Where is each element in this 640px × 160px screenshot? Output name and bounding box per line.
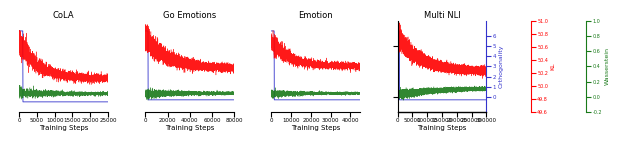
- Title: Multi NLI: Multi NLI: [424, 11, 460, 20]
- X-axis label: Training Steps: Training Steps: [165, 125, 214, 131]
- Y-axis label: Wasserstein: Wasserstein: [605, 47, 610, 85]
- Title: CoLA: CoLA: [52, 11, 74, 20]
- X-axis label: Training Steps: Training Steps: [39, 125, 88, 131]
- Y-axis label: KL: KL: [551, 63, 556, 70]
- Title: Go Emotions: Go Emotions: [163, 11, 216, 20]
- Title: Emotion: Emotion: [298, 11, 333, 20]
- X-axis label: Training Steps: Training Steps: [291, 125, 340, 131]
- X-axis label: Training Steps: Training Steps: [417, 125, 467, 131]
- Y-axis label: Orthogonality: Orthogonality: [499, 45, 504, 88]
